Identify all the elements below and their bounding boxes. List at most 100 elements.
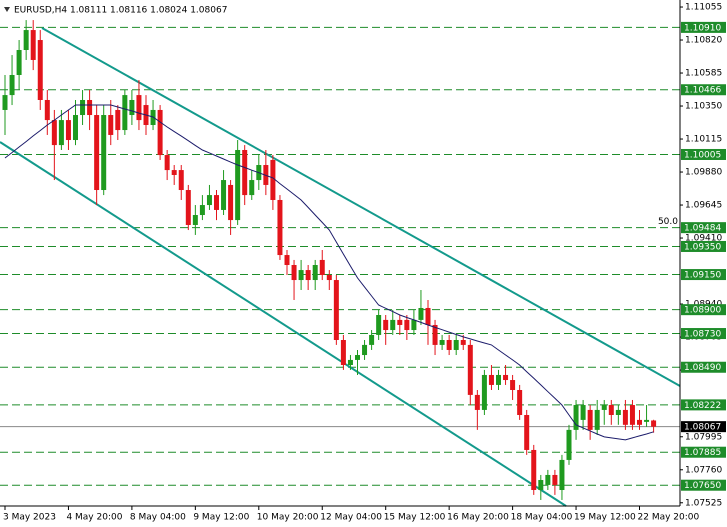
level-label-box (681, 361, 726, 373)
y-tick-label: 1.09645 (685, 201, 722, 211)
candle-body (326, 274, 332, 281)
level-label: 1.09350 (684, 242, 721, 252)
candle-body (284, 255, 290, 266)
x-tick-label: 12 May 04:00 (320, 513, 382, 523)
candle-body (531, 449, 537, 490)
candle-body (270, 159, 276, 200)
candle-body (453, 340, 459, 350)
candle-body (178, 170, 184, 191)
candle-body (192, 215, 198, 225)
x-tick-label: 15 May 12:00 (384, 513, 446, 523)
candle-body (115, 109, 121, 131)
candle-body (80, 99, 86, 116)
candle-body (425, 307, 431, 325)
y-tick-label: 1.10115 (685, 135, 722, 145)
level-label: 1.08730 (684, 330, 721, 340)
y-tick-label: 1.11055 (685, 3, 722, 13)
level-label-box (681, 148, 726, 160)
candle-body (615, 409, 621, 415)
x-tick-label: 3 May 2023 (3, 513, 56, 523)
candle-body (94, 115, 100, 191)
candle-body (206, 195, 212, 206)
candle-body (460, 340, 466, 345)
level-label-box (681, 222, 726, 234)
candle-body (2, 95, 8, 110)
candle-body (305, 270, 311, 281)
last-price-box (681, 421, 726, 433)
candle-body (129, 99, 135, 116)
y-tick-label: 1.10350 (685, 102, 722, 112)
candle-body (228, 184, 234, 221)
x-tick-label: 19 May 12:00 (574, 513, 636, 523)
candle-body (171, 170, 177, 175)
level-label-box (681, 84, 726, 96)
level-label-box (681, 240, 726, 252)
candle-body (432, 324, 438, 345)
candle-body (467, 344, 473, 395)
collapse-icon[interactable] (4, 7, 10, 12)
level-label: 1.10910 (684, 23, 721, 33)
candle-body (37, 40, 43, 100)
candle-body (644, 419, 650, 422)
candle-body (552, 474, 558, 485)
candle-body (58, 120, 64, 146)
candle-body (235, 149, 241, 221)
candle-body (73, 115, 78, 141)
y-tick-label: 1.09410 (685, 234, 722, 244)
candle-body (355, 355, 360, 360)
level-label-box (681, 479, 726, 491)
level-label: 1.07650 (684, 481, 721, 491)
candle-body (411, 319, 417, 331)
candle-body (9, 74, 15, 96)
candle-body (446, 340, 452, 350)
candle-body (517, 389, 523, 415)
candle-body (319, 259, 325, 275)
candle-body (16, 49, 22, 75)
candle-body (199, 205, 205, 216)
candle-body (587, 409, 593, 430)
candle-body (545, 474, 551, 485)
candle-body (594, 409, 600, 430)
candle-body (242, 149, 248, 196)
level-label-box (681, 446, 726, 458)
candle-body (481, 374, 487, 410)
candle-body (559, 459, 565, 490)
candle-body (629, 405, 635, 425)
channel-upper (41, 27, 681, 387)
candle-body (122, 95, 128, 131)
candle-body (23, 30, 29, 50)
candle-body (277, 199, 283, 256)
level-label: 1.09484 (684, 224, 721, 234)
channel-lower (0, 141, 567, 507)
candle-body (397, 319, 403, 325)
x-tick-label: 18 May 04:00 (511, 513, 573, 523)
candle-body (566, 429, 572, 460)
candle-body (369, 334, 375, 345)
candle-body (390, 319, 396, 331)
candle-body (496, 374, 501, 385)
candle-body (249, 180, 255, 196)
level-label: 1.08490 (684, 363, 721, 373)
level-label: 1.10005 (684, 150, 721, 160)
level-label-box (681, 328, 726, 340)
candle-body (214, 195, 219, 210)
candle-body (51, 120, 57, 146)
candle-body (651, 420, 657, 427)
candle-body (108, 115, 114, 135)
x-tick-label: 9 May 12:00 (193, 513, 249, 523)
candle-body (439, 340, 445, 345)
level-label: 1.08222 (684, 401, 721, 411)
candle-body (333, 280, 339, 341)
candle-body (291, 265, 297, 281)
candle-body (573, 405, 579, 430)
candle-body (601, 405, 607, 410)
candles (2, 20, 657, 500)
candle-body (30, 30, 36, 60)
level-label: 1.10466 (684, 86, 721, 96)
candle-body (157, 109, 163, 156)
level-label: 1.09150 (684, 271, 721, 281)
candle-body (510, 380, 516, 390)
chart-title: EURUSD,H4 1.08111 1.08116 1.08024 1.0806… (14, 6, 227, 16)
candle-body (580, 405, 586, 420)
